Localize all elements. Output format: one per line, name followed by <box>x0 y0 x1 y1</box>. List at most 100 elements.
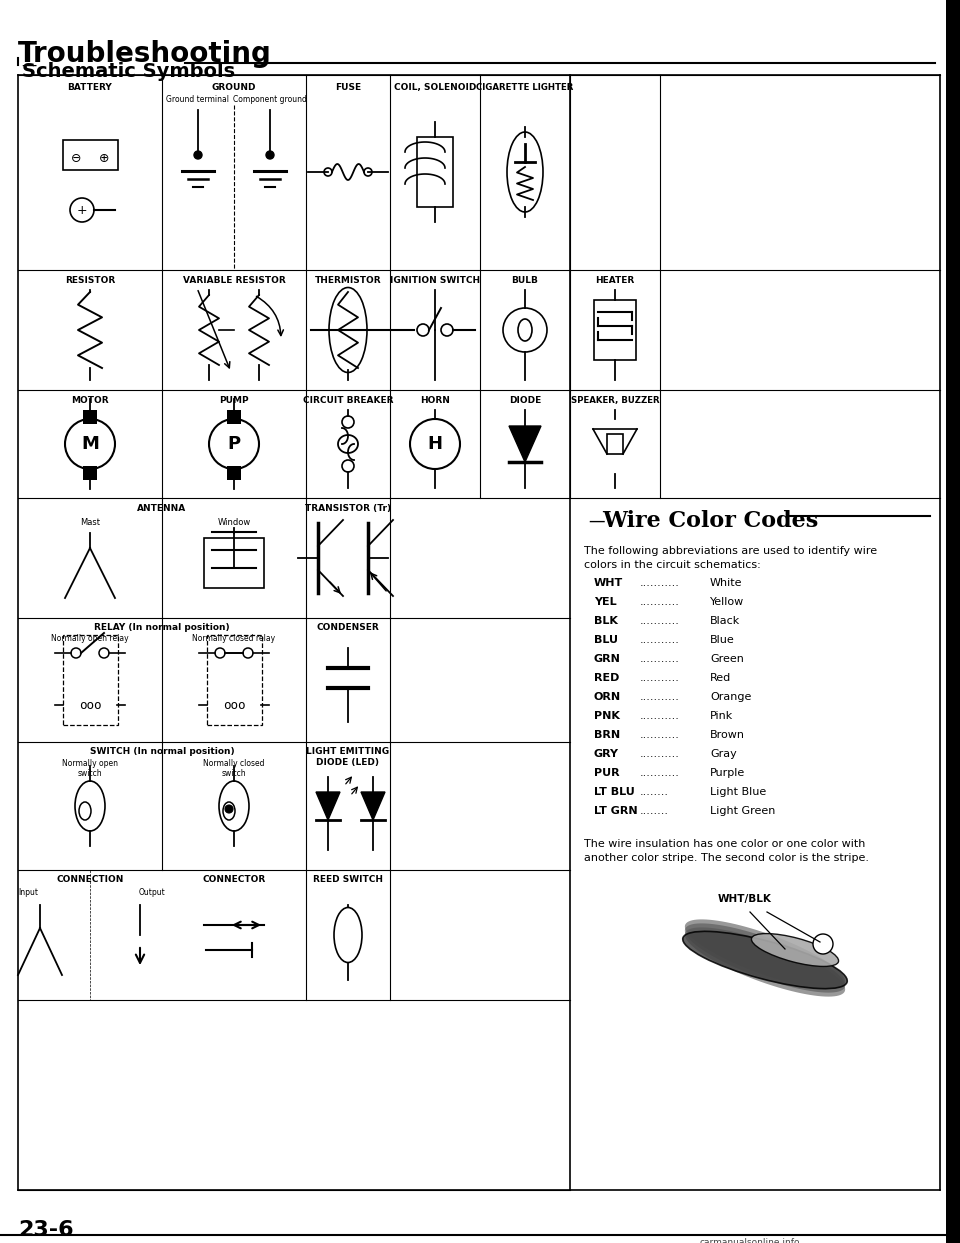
Text: ORN: ORN <box>594 692 621 702</box>
Text: White: White <box>710 578 742 588</box>
Ellipse shape <box>683 931 848 988</box>
Text: ...........: ........... <box>640 711 680 721</box>
Text: Light Blue: Light Blue <box>710 787 766 797</box>
Bar <box>204 538 264 588</box>
Text: FUSE: FUSE <box>335 83 361 92</box>
Text: ooo: ooo <box>79 699 101 711</box>
Text: Window: Window <box>217 518 251 527</box>
Text: ........: ........ <box>640 805 669 815</box>
Text: M: M <box>81 435 99 452</box>
Text: The following abbreviations are used to identify wire: The following abbreviations are used to … <box>584 546 877 556</box>
Text: switch: switch <box>78 769 103 778</box>
Text: DIODE: DIODE <box>509 397 541 405</box>
Text: CIGARETTE LIGHTER: CIGARETTE LIGHTER <box>476 83 574 92</box>
Text: Green: Green <box>710 654 744 664</box>
Text: HEATER: HEATER <box>595 276 635 285</box>
Text: BLU: BLU <box>594 635 618 645</box>
Text: colors in the circuit schematics:: colors in the circuit schematics: <box>584 561 760 571</box>
Text: Yellow: Yellow <box>710 597 744 607</box>
Text: WHT: WHT <box>594 578 623 588</box>
Text: Light Green: Light Green <box>710 805 776 815</box>
Circle shape <box>813 933 833 953</box>
Text: TRANSISTOR (Tr): TRANSISTOR (Tr) <box>305 503 391 513</box>
Text: Schematic Symbols: Schematic Symbols <box>22 62 235 81</box>
Bar <box>227 410 241 424</box>
Polygon shape <box>684 920 845 988</box>
Text: ...........: ........... <box>640 692 680 702</box>
Text: Component ground: Component ground <box>233 94 307 104</box>
Text: switch: switch <box>222 769 247 778</box>
Text: Blue: Blue <box>710 635 734 645</box>
Text: ooo: ooo <box>223 699 245 711</box>
Text: ...........: ........... <box>640 617 680 626</box>
Text: BATTERY: BATTERY <box>67 83 112 92</box>
Text: Orange: Orange <box>710 692 752 702</box>
Text: CONNECTION: CONNECTION <box>57 875 124 884</box>
Text: REED SWITCH: REED SWITCH <box>313 875 383 884</box>
Text: SWITCH (In normal position): SWITCH (In normal position) <box>89 747 234 756</box>
Text: Input: Input <box>18 888 38 897</box>
Polygon shape <box>684 927 845 997</box>
Bar <box>227 466 241 480</box>
Text: COIL, SOLENOID: COIL, SOLENOID <box>394 83 476 92</box>
Bar <box>63 140 118 170</box>
Text: CIRCUIT BREAKER: CIRCUIT BREAKER <box>302 397 394 405</box>
Text: VARIABLE RESISTOR: VARIABLE RESISTOR <box>182 276 285 285</box>
Text: H: H <box>427 435 443 452</box>
Text: WHT/BLK: WHT/BLK <box>718 894 772 904</box>
Text: ...........: ........... <box>640 597 680 607</box>
Text: carmanualsonline.info: carmanualsonline.info <box>700 1238 801 1243</box>
Text: ...........: ........... <box>640 768 680 778</box>
Text: GRY: GRY <box>594 750 619 759</box>
Bar <box>63 635 118 725</box>
Text: Black: Black <box>710 617 740 626</box>
Text: PUR: PUR <box>594 768 619 778</box>
Text: LT BLU: LT BLU <box>594 787 635 797</box>
Text: GRN: GRN <box>594 654 621 664</box>
Text: Normally closed: Normally closed <box>204 759 265 768</box>
Text: LT GRN: LT GRN <box>594 805 637 815</box>
Text: Ground terminal: Ground terminal <box>166 94 229 104</box>
Text: ...........: ........... <box>640 654 680 664</box>
Text: 23-6: 23-6 <box>18 1219 74 1241</box>
Text: The wire insulation has one color or one color with: The wire insulation has one color or one… <box>584 839 865 849</box>
Text: GROUND: GROUND <box>212 83 256 92</box>
Text: ...........: ........... <box>640 635 680 645</box>
Text: SPEAKER, BUZZER: SPEAKER, BUZZER <box>570 397 660 405</box>
Bar <box>594 300 636 360</box>
Text: RESISTOR: RESISTOR <box>65 276 115 285</box>
Text: Normally closed relay: Normally closed relay <box>192 634 276 643</box>
Circle shape <box>266 150 274 159</box>
Text: —: — <box>22 58 42 73</box>
Polygon shape <box>316 792 340 820</box>
Bar <box>207 635 262 725</box>
Text: CONDENSER: CONDENSER <box>317 623 379 631</box>
Text: ...........: ........... <box>640 750 680 759</box>
Text: Normally open relay: Normally open relay <box>51 634 129 643</box>
Text: CONNECTOR: CONNECTOR <box>203 875 266 884</box>
Text: LIGHT EMITTING: LIGHT EMITTING <box>306 747 390 756</box>
Bar <box>83 410 97 424</box>
Text: Purple: Purple <box>710 768 745 778</box>
Text: Brown: Brown <box>710 730 745 740</box>
Text: RED: RED <box>594 672 619 682</box>
Circle shape <box>194 150 202 159</box>
Text: Pink: Pink <box>710 711 733 721</box>
Text: BLK: BLK <box>594 617 618 626</box>
Text: PNK: PNK <box>594 711 620 721</box>
Circle shape <box>225 805 233 813</box>
Text: ...........: ........... <box>640 578 680 588</box>
Text: —: — <box>588 512 605 530</box>
Text: DIODE (LED): DIODE (LED) <box>317 758 379 767</box>
Text: YEL: YEL <box>594 597 616 607</box>
Text: ...........: ........... <box>640 672 680 682</box>
Polygon shape <box>684 924 845 993</box>
Text: BULB: BULB <box>512 276 539 285</box>
Text: Troubleshooting: Troubleshooting <box>18 40 272 68</box>
Bar <box>946 0 960 1243</box>
Text: PUMP: PUMP <box>219 397 249 405</box>
Text: P: P <box>228 435 241 452</box>
Text: +: + <box>77 204 87 216</box>
Text: BRN: BRN <box>594 730 620 740</box>
Text: Gray: Gray <box>710 750 736 759</box>
